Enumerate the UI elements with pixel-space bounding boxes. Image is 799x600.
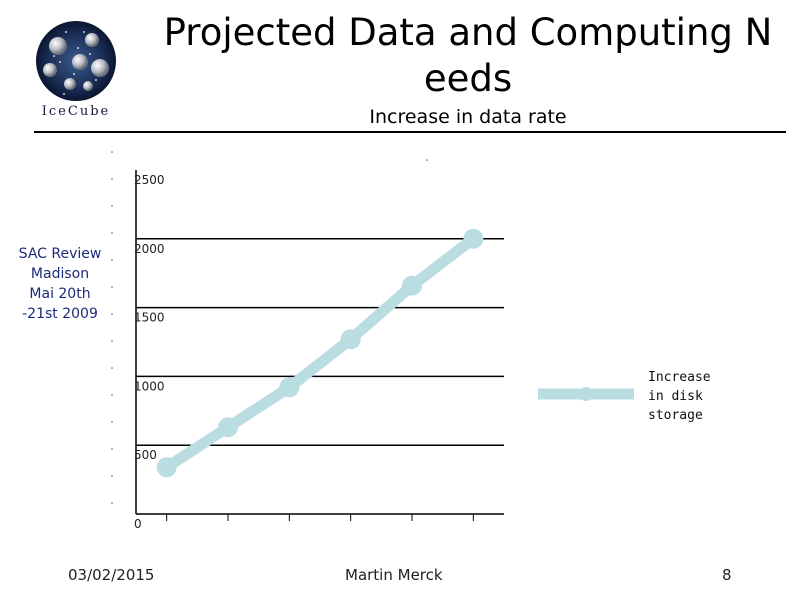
data-point bbox=[279, 377, 300, 398]
axis-dot bbox=[111, 367, 113, 369]
axis-dot bbox=[111, 178, 113, 180]
legend-layer: Increase in disk storage bbox=[538, 370, 711, 423]
y-tick-label: 0 bbox=[134, 517, 142, 531]
axis-dot bbox=[111, 394, 113, 396]
series-line bbox=[161, 233, 479, 473]
legend-label-line: Increase bbox=[648, 370, 711, 385]
chart-subtitle: Increase in data rate bbox=[369, 106, 567, 128]
data-point bbox=[156, 457, 177, 478]
y-tick-label: 2000 bbox=[134, 242, 165, 256]
logo-text: IceCube bbox=[41, 104, 111, 119]
legend-label-line: storage bbox=[648, 408, 703, 423]
axis-dot bbox=[111, 151, 113, 153]
page-number: 8 bbox=[722, 566, 732, 584]
series-layer bbox=[156, 228, 484, 478]
axis-layer bbox=[111, 151, 504, 521]
axis-dot bbox=[111, 448, 113, 450]
y-tick-label: 1000 bbox=[134, 379, 165, 393]
title-line-2: eeds bbox=[423, 57, 513, 100]
legend-label-line: in disk bbox=[648, 389, 703, 404]
side-note-line: Mai 20th bbox=[29, 286, 91, 302]
legend-marker bbox=[579, 387, 593, 401]
y-tick-label: 1500 bbox=[134, 311, 165, 325]
title-line-1: Projected Data and Computing N bbox=[163, 11, 773, 54]
legend-label: Increase in disk storage bbox=[648, 370, 711, 423]
grid-layer bbox=[136, 238, 504, 446]
axis-dot bbox=[111, 475, 113, 477]
axis-dot bbox=[111, 259, 113, 261]
data-point bbox=[463, 228, 484, 249]
title-divider bbox=[34, 131, 786, 133]
label-layer: 0 500 1000 1500 2000 2500 bbox=[134, 173, 165, 531]
icecube-logo-graphic bbox=[36, 21, 116, 101]
y-tick-label: 500 bbox=[134, 448, 157, 462]
axis-dot bbox=[111, 502, 113, 504]
y-tick-label: 2500 bbox=[134, 173, 165, 187]
data-point bbox=[402, 275, 422, 296]
icecube-logo: IceCube bbox=[30, 18, 122, 124]
data-point bbox=[218, 417, 238, 438]
side-note-line: -21st 2009 bbox=[22, 306, 98, 322]
footer-date: 03/02/2015 bbox=[68, 566, 155, 584]
side-note-line: SAC Review bbox=[18, 246, 102, 262]
axis-dot bbox=[111, 286, 113, 288]
page-title: Projected Data and Computing N eeds bbox=[140, 10, 796, 102]
side-note: SAC Review Madison Mai 20th -21st 2009 bbox=[0, 244, 120, 324]
axis-dot bbox=[426, 159, 428, 161]
axis-dot bbox=[111, 313, 113, 315]
axis-dot bbox=[111, 205, 113, 207]
axis-dot bbox=[111, 232, 113, 234]
side-note-line: Madison bbox=[30, 266, 90, 282]
axis-dot bbox=[111, 340, 113, 342]
data-point bbox=[340, 329, 361, 350]
axis-dot bbox=[111, 421, 113, 423]
footer-author: Martin Merck bbox=[345, 566, 443, 584]
